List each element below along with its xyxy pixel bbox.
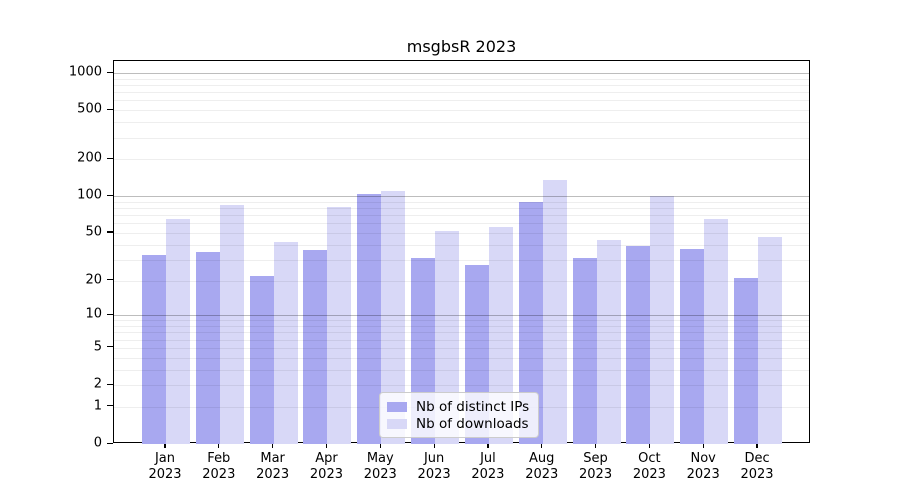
month-label: Sep [583,451,608,466]
x-tick-mark [164,443,166,448]
year-label: 2023 [632,467,666,482]
bar-ips-feb [195,251,220,444]
x-tick-label-nov: Nov 2023 [673,451,733,483]
x-tick-label-sep: Sep 2023 [566,451,626,483]
bar-downloads-nov [704,219,729,444]
legend-item-downloads: Nb of downloads [387,415,529,432]
y-tick-mark [107,71,113,73]
y-tick-label-5: 5 [93,339,102,355]
x-tick-mark [756,443,758,448]
y-tick-mark [107,383,113,385]
year-label: 2023 [148,467,182,482]
legend-swatch-icon [387,418,407,429]
bar-downloads-mar [273,242,298,444]
y-tick-mark [107,405,113,407]
year-label: 2023 [417,467,451,482]
x-tick-label-may: May 2023 [350,451,410,483]
year-label: 2023 [740,467,774,482]
legend-item-ips: Nb of distinct IPs [387,398,529,415]
plot-area: Nb of distinct IPs Nb of downloads [113,60,810,444]
y-tick-mark [107,157,113,159]
bars-layer [114,61,809,444]
bar-ips-mar [249,275,274,444]
x-tick-mark [648,443,650,448]
y-tick-mark [107,231,113,233]
y-tick-label-50: 50 [85,224,102,240]
bar-ips-oct [626,245,651,444]
month-label: Apr [315,451,338,466]
y-tick-mark [107,194,113,196]
x-tick-label-aug: Aug 2023 [512,451,572,483]
month-label: Jan [154,451,176,466]
bar-ips-may [357,193,382,444]
x-tick-mark [433,443,435,448]
bar-downloads-oct [650,196,675,444]
y-tick-label-500: 500 [77,101,102,117]
month-label: Oct [638,451,661,466]
year-label: 2023 [686,467,720,482]
year-label: 2023 [363,467,397,482]
y-tick-label-10: 10 [85,306,102,322]
bar-downloads-dec [758,237,783,444]
x-tick-label-jun: Jun 2023 [404,451,464,483]
bar-ips-apr [303,250,328,444]
bar-downloads-aug [542,180,567,444]
month-label: Dec [744,451,770,466]
year-label: 2023 [471,467,505,482]
x-tick-mark [702,443,704,448]
year-label: 2023 [525,467,559,482]
x-tick-label-apr: Apr 2023 [296,451,356,483]
x-tick-mark [541,443,543,448]
bar-ips-jan [142,254,166,444]
x-tick-mark [325,443,328,448]
x-tick-mark [594,443,597,448]
x-tick-label-dec: Dec 2023 [727,451,787,483]
bar-ips-dec [734,278,759,444]
x-tick-mark [379,443,381,448]
bar-downloads-feb [219,205,244,444]
y-tick-mark [107,279,113,281]
legend-label: Nb of distinct IPs [416,398,530,415]
y-tick-label-0: 0 [93,435,102,451]
y-tick-label-20: 20 [85,272,102,287]
legend-label: Nb of downloads [416,415,529,432]
bar-ips-nov [680,248,705,444]
month-label: May [366,451,394,466]
y-tick-label-100: 100 [77,187,102,203]
y-tick-label-1: 1 [93,398,102,414]
month-label: Nov [690,451,716,466]
y-tick-mark [107,442,113,444]
y-tick-label-200: 200 [77,150,102,166]
month-label: Jul [480,451,496,466]
year-label: 2023 [309,467,343,482]
bar-downloads-apr [327,206,352,444]
x-tick-mark [487,443,489,448]
chart-title: msgbsR 2023 [406,37,517,56]
x-tick-label-oct: Oct 2023 [619,451,679,483]
y-tick-mark [107,108,113,110]
x-tick-mark [272,443,274,448]
legend-swatch-icon [387,401,407,412]
month-label: Mar [260,451,285,466]
y-tick-mark [107,346,113,348]
month-label: Jun [423,451,445,466]
legend: Nb of distinct IPs Nb of downloads [379,392,540,438]
month-label: Aug [529,451,555,466]
bar-downloads-sep [596,239,621,444]
x-tick-label-feb: Feb 2023 [189,451,249,483]
x-tick-mark [218,443,220,448]
y-tick-mark [107,313,113,315]
y-tick-label-1000: 1000 [68,64,102,80]
bar-ips-sep [572,257,597,444]
year-label: 2023 [202,467,236,482]
year-label: 2023 [579,467,613,482]
x-tick-label-jan: Jan 2023 [135,451,195,483]
x-tick-label-mar: Mar 2023 [243,451,303,483]
month-label: Feb [207,451,231,466]
year-label: 2023 [256,467,290,482]
y-tick-label-2: 2 [93,376,102,392]
x-tick-label-jul: Jul 2023 [458,451,518,483]
bar-downloads-jan [166,219,190,444]
